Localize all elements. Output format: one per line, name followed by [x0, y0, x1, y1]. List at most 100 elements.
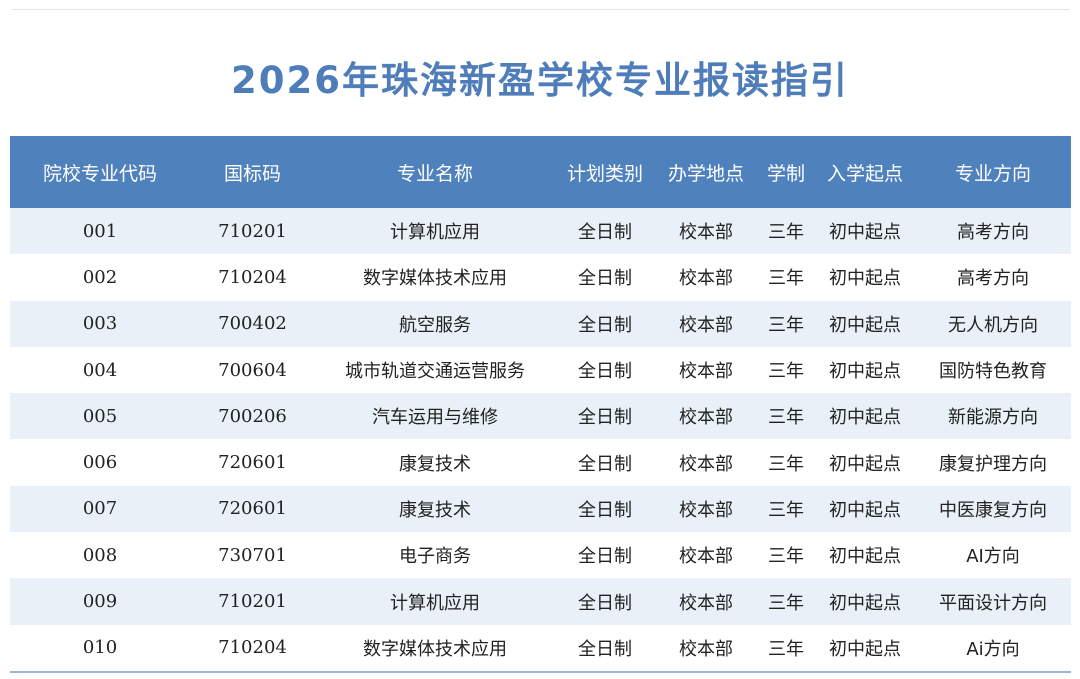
cell-col-entry-level: 初中起点 — [815, 208, 915, 255]
cell-col-national-code: 710204 — [190, 624, 315, 673]
cell-col-program-name: 电子商务 — [315, 532, 555, 579]
cell-col-program-name: 康复技术 — [315, 439, 555, 486]
cell-col-national-code: 710201 — [190, 578, 315, 625]
cell-col-national-code: 710201 — [190, 208, 315, 255]
cell-col-plan-type: 全日制 — [555, 485, 655, 533]
cell-col-entry-level: 初中起点 — [815, 300, 915, 347]
cell-col-duration: 三年 — [757, 254, 815, 301]
cell-col-entry-level: 初中起点 — [815, 578, 915, 625]
cell-col-location: 校本部 — [655, 532, 757, 579]
cell-col-plan-type: 全日制 — [555, 578, 655, 625]
cell-col-program-name: 数字媒体技术应用 — [315, 624, 555, 673]
cell-col-school-code: 001 — [10, 208, 190, 255]
table-row: 009 710201 计算机应用 全日制 校本部 三年 初中起点 平面设计方向 — [10, 578, 1071, 625]
program-table: 院校专业代码 国标码 专业名称 计划类别 办学地点 学制 入学起点 专业方向 001 71020… — [10, 136, 1071, 673]
header-col-program-name: 专业名称 — [315, 136, 555, 208]
cell-col-duration: 三年 — [757, 393, 815, 440]
cell-col-school-code: 003 — [10, 300, 190, 347]
cell-col-plan-type: 全日制 — [555, 624, 655, 673]
cell-col-direction: 国防特色教育 — [915, 346, 1071, 394]
top-divider — [12, 9, 1070, 10]
cell-col-school-code: 002 — [10, 254, 190, 301]
cell-col-national-code: 700604 — [190, 346, 315, 394]
table-row: 010 710204 数字媒体技术应用 全日制 校本部 三年 初中起点 Ai方向 — [10, 624, 1071, 673]
cell-col-school-code: 004 — [10, 346, 190, 394]
cell-col-school-code: 009 — [10, 578, 190, 625]
cell-col-program-name: 航空服务 — [315, 300, 555, 347]
table-row: 001 710201 计算机应用 全日制 校本部 三年 初中起点 高考方向 — [10, 208, 1071, 255]
header-col-direction: 专业方向 — [915, 136, 1071, 208]
table-row: 006 720601 康复技术 全日制 校本部 三年 初中起点 康复护理方向 — [10, 439, 1071, 486]
cell-col-direction: AI方向 — [915, 532, 1071, 579]
cell-col-duration: 三年 — [757, 624, 815, 673]
cell-col-national-code: 720601 — [190, 485, 315, 533]
cell-col-entry-level: 初中起点 — [815, 254, 915, 301]
cell-col-program-name: 汽车运用与维修 — [315, 393, 555, 440]
table-row: 005 700206 汽车运用与维修 全日制 校本部 三年 初中起点 新能源方向 — [10, 393, 1071, 440]
cell-col-program-name: 城市轨道交通运营服务 — [315, 346, 555, 394]
cell-col-program-name: 计算机应用 — [315, 208, 555, 255]
cell-col-duration: 三年 — [757, 578, 815, 625]
cell-col-entry-level: 初中起点 — [815, 485, 915, 533]
cell-col-plan-type: 全日制 — [555, 393, 655, 440]
header-col-duration: 学制 — [757, 136, 815, 208]
cell-col-direction: 无人机方向 — [915, 300, 1071, 347]
cell-col-duration: 三年 — [757, 346, 815, 394]
cell-col-duration: 三年 — [757, 300, 815, 347]
cell-col-duration: 三年 — [757, 439, 815, 486]
table-row: 008 730701 电子商务 全日制 校本部 三年 初中起点 AI方向 — [10, 532, 1071, 579]
cell-col-direction: Ai方向 — [915, 624, 1071, 673]
cell-col-entry-level: 初中起点 — [815, 393, 915, 440]
cell-col-school-code: 007 — [10, 485, 190, 533]
header-col-entry-level: 入学起点 — [815, 136, 915, 208]
cell-col-plan-type: 全日制 — [555, 300, 655, 347]
cell-col-location: 校本部 — [655, 485, 757, 533]
cell-col-entry-level: 初中起点 — [815, 439, 915, 486]
cell-col-duration: 三年 — [757, 485, 815, 533]
table-row: 004 700604 城市轨道交通运营服务 全日制 校本部 三年 初中起点 国防特色教育 — [10, 346, 1071, 394]
cell-col-plan-type: 全日制 — [555, 254, 655, 301]
cell-col-direction: 高考方向 — [915, 208, 1071, 255]
cell-col-plan-type: 全日制 — [555, 208, 655, 255]
cell-col-national-code: 720601 — [190, 439, 315, 486]
cell-col-plan-type: 全日制 — [555, 346, 655, 394]
cell-col-plan-type: 全日制 — [555, 532, 655, 579]
cell-col-entry-level: 初中起点 — [815, 624, 915, 673]
table-header-row: 院校专业代码 国标码 专业名称 计划类别 办学地点 学制 入学起点 专业方向 — [10, 136, 1071, 208]
cell-col-location: 校本部 — [655, 208, 757, 255]
cell-col-entry-level: 初中起点 — [815, 532, 915, 579]
cell-col-location: 校本部 — [655, 254, 757, 301]
cell-col-location: 校本部 — [655, 624, 757, 673]
cell-col-school-code: 010 — [10, 624, 190, 673]
cell-col-national-code: 710204 — [190, 254, 315, 301]
table-row: 007 720601 康复技术 全日制 校本部 三年 初中起点 中医康复方向 — [10, 485, 1071, 533]
header-col-national-code: 国标码 — [190, 136, 315, 208]
table-row: 002 710204 数字媒体技术应用 全日制 校本部 三年 初中起点 高考方向 — [10, 254, 1071, 301]
cell-col-national-code: 700402 — [190, 300, 315, 347]
page-title: 2026年珠海新盈学校专业报读指引 — [231, 59, 849, 102]
cell-col-location: 校本部 — [655, 578, 757, 625]
table-body: 001 710201 计算机应用 全日制 校本部 三年 初中起点 高考方向 002 710204 数… — [10, 208, 1071, 673]
cell-col-program-name: 康复技术 — [315, 485, 555, 533]
cell-col-national-code: 730701 — [190, 532, 315, 579]
cell-col-direction: 新能源方向 — [915, 393, 1071, 440]
cell-col-location: 校本部 — [655, 300, 757, 347]
cell-col-location: 校本部 — [655, 393, 757, 440]
cell-col-plan-type: 全日制 — [555, 439, 655, 486]
table-row: 003 700402 航空服务 全日制 校本部 三年 初中起点 无人机方向 — [10, 300, 1071, 347]
cell-col-school-code: 005 — [10, 393, 190, 440]
cell-col-school-code: 006 — [10, 439, 190, 486]
cell-col-direction: 中医康复方向 — [915, 485, 1071, 533]
cell-col-program-name: 数字媒体技术应用 — [315, 254, 555, 301]
cell-col-program-name: 计算机应用 — [315, 578, 555, 625]
cell-col-direction: 高考方向 — [915, 254, 1071, 301]
header-col-plan-type: 计划类别 — [555, 136, 655, 208]
cell-col-direction: 康复护理方向 — [915, 439, 1071, 486]
cell-col-school-code: 008 — [10, 532, 190, 579]
cell-col-duration: 三年 — [757, 532, 815, 579]
header-col-location: 办学地点 — [655, 136, 757, 208]
cell-col-entry-level: 初中起点 — [815, 346, 915, 394]
cell-col-duration: 三年 — [757, 208, 815, 255]
cell-col-location: 校本部 — [655, 439, 757, 486]
